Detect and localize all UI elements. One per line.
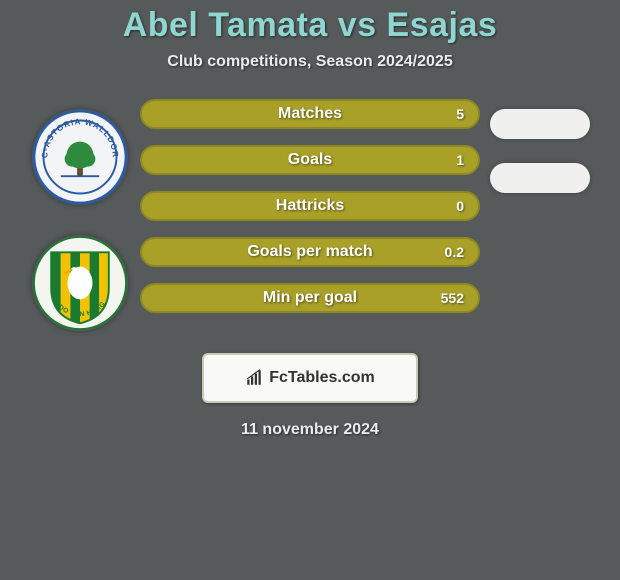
right-oval	[490, 109, 590, 139]
content: Abel Tamata vs Esajas Club competitions,…	[0, 0, 620, 580]
brand-card[interactable]: FcTables.com	[202, 353, 418, 403]
stat-pill: Min per goal 552	[140, 283, 480, 313]
stat-label: Min per goal	[263, 289, 357, 307]
stat-value-right: 1	[456, 152, 464, 168]
stat-pill: Matches 5	[140, 99, 480, 129]
left-badge-column: FC-ASTORIA WALLDORF	[20, 99, 140, 331]
bar-chart-icon	[245, 369, 263, 387]
stat-label: Matches	[278, 105, 342, 123]
stat-pill: Goals 1	[140, 145, 480, 175]
team1-badge: FC-ASTORIA WALLDORF	[32, 109, 128, 205]
right-oval-column	[480, 99, 600, 193]
stat-label: Goals	[288, 151, 332, 169]
team2-badge: ADO DEN HAAG	[32, 235, 128, 331]
date-text: 11 november 2024	[241, 421, 379, 439]
stat-label: Hattricks	[276, 197, 344, 215]
stat-pill-column: Matches 5 Goals 1 Hattricks 0 Goals per match 0…	[140, 99, 480, 313]
stat-pill: Goals per match 0.2	[140, 237, 480, 267]
team2-crest-icon: ADO DEN HAAG	[32, 235, 128, 331]
team1-crest-icon: FC-ASTORIA WALLDORF	[32, 109, 128, 205]
right-oval	[490, 163, 590, 193]
page-subtitle: Club competitions, Season 2024/2025	[167, 53, 452, 71]
stat-value-right: 0.2	[445, 244, 464, 260]
stat-value-right: 0	[456, 198, 464, 214]
stat-value-right: 552	[441, 290, 464, 306]
main-row: FC-ASTORIA WALLDORF	[0, 99, 620, 331]
stat-label: Goals per match	[247, 243, 372, 261]
stat-value-right: 5	[456, 106, 464, 122]
stat-pill: Hattricks 0	[140, 191, 480, 221]
brand-text: FcTables.com	[269, 369, 375, 387]
page-title: Abel Tamata vs Esajas	[123, 6, 498, 45]
